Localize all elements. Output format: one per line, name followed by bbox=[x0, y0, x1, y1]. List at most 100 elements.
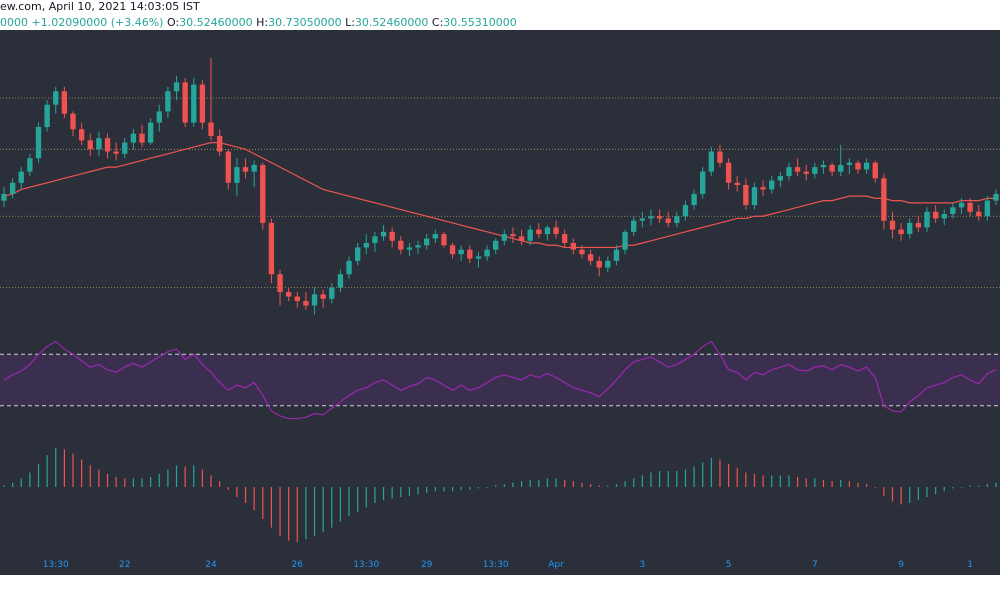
candle-body bbox=[743, 185, 749, 206]
candle-body bbox=[587, 254, 594, 261]
header-high: 30.73050000 bbox=[268, 16, 342, 29]
macd-bar bbox=[81, 459, 83, 487]
candle bbox=[87, 133, 93, 156]
macd-bar bbox=[529, 479, 531, 487]
macd-bar bbox=[693, 466, 695, 487]
candle bbox=[44, 100, 50, 132]
candle-body bbox=[475, 256, 482, 259]
candle-body bbox=[691, 193, 697, 206]
header-low: 30.52460000 bbox=[354, 16, 429, 29]
candle bbox=[536, 222, 542, 239]
candle-body bbox=[786, 167, 792, 177]
candle bbox=[1, 187, 7, 208]
candle-body bbox=[794, 167, 801, 172]
candle bbox=[389, 227, 395, 248]
candle-body bbox=[70, 113, 76, 130]
candle bbox=[156, 104, 162, 132]
macd-bar bbox=[132, 478, 134, 487]
candle-body bbox=[725, 162, 732, 183]
header-open-label: O: bbox=[166, 16, 180, 29]
candle-body bbox=[27, 158, 33, 172]
macd-bar bbox=[469, 487, 471, 490]
candle bbox=[96, 131, 102, 156]
header-close-label: C: bbox=[431, 16, 444, 29]
candle bbox=[510, 227, 516, 243]
candle-body bbox=[734, 182, 740, 185]
macd-bar bbox=[546, 478, 549, 487]
x-tick-label: 13:30 bbox=[43, 560, 69, 570]
candle-body bbox=[846, 162, 853, 165]
candle bbox=[553, 220, 559, 239]
candle bbox=[346, 256, 352, 279]
candle bbox=[122, 138, 128, 159]
candle bbox=[622, 229, 628, 255]
candle bbox=[976, 205, 982, 221]
candle-body bbox=[993, 193, 999, 201]
macd-bar bbox=[219, 481, 221, 487]
candle bbox=[251, 160, 257, 188]
macd-bar bbox=[805, 478, 807, 487]
macd-bar bbox=[55, 447, 57, 487]
macd-bar bbox=[512, 482, 514, 487]
x-tick-label: 5 bbox=[726, 560, 732, 570]
candle bbox=[458, 245, 464, 261]
candle-body bbox=[605, 260, 611, 268]
candle-body bbox=[173, 82, 180, 92]
candle-body bbox=[277, 274, 283, 293]
candle-body bbox=[182, 82, 188, 123]
candle-body bbox=[536, 229, 542, 235]
macd-bar bbox=[167, 469, 169, 487]
macd-bar bbox=[184, 466, 186, 487]
macd-bar bbox=[313, 487, 316, 537]
macd-bar bbox=[624, 481, 626, 487]
candle bbox=[812, 162, 818, 179]
macd-bar bbox=[417, 487, 419, 495]
macd-bar bbox=[995, 482, 997, 487]
macd-bar bbox=[106, 473, 109, 487]
macd-bar bbox=[564, 479, 566, 487]
macd-bar bbox=[72, 453, 74, 487]
chart-canvas[interactable]: 13:30 22 24 26 13:30 29 13:30 Apr 3 5 7 9 1 bbox=[0, 30, 1000, 575]
macd-bar bbox=[98, 469, 100, 487]
candle-body bbox=[44, 104, 50, 127]
candle-body bbox=[458, 249, 464, 255]
macd-bar bbox=[382, 487, 385, 501]
candle-body bbox=[656, 216, 663, 219]
candle bbox=[838, 144, 844, 177]
header-change: +1.02090000 (+3.46%) bbox=[31, 16, 164, 29]
macd-bar bbox=[762, 475, 764, 487]
candle bbox=[708, 147, 715, 177]
candle bbox=[846, 158, 853, 174]
candle bbox=[303, 292, 309, 310]
candle-body bbox=[337, 274, 344, 288]
candle-body bbox=[294, 296, 300, 301]
candle-body bbox=[234, 167, 240, 183]
candle-body bbox=[424, 238, 430, 246]
candle bbox=[924, 207, 930, 232]
candle-body bbox=[863, 162, 870, 170]
candle bbox=[182, 77, 188, 127]
candle-body bbox=[570, 243, 576, 250]
candle bbox=[562, 229, 568, 248]
candle-body bbox=[553, 227, 559, 235]
candle bbox=[380, 225, 387, 241]
candle-body bbox=[812, 167, 818, 174]
macd-bar bbox=[460, 487, 462, 490]
rsi-line bbox=[3, 340, 997, 420]
macd-bar bbox=[607, 485, 609, 487]
macd-bar bbox=[581, 482, 583, 487]
macd-bar bbox=[253, 487, 255, 511]
candle-body bbox=[700, 171, 706, 194]
macd-bar bbox=[736, 468, 738, 487]
candle-body bbox=[544, 227, 551, 235]
candle bbox=[501, 229, 507, 246]
candle bbox=[147, 118, 154, 145]
macd-bar bbox=[986, 484, 988, 487]
chart-area[interactable]: 13:30 22 24 26 13:30 29 13:30 Apr 3 5 7 9 1 bbox=[0, 30, 1000, 575]
candle bbox=[406, 243, 413, 257]
candle bbox=[260, 162, 266, 230]
macd-bar bbox=[175, 465, 178, 487]
candle bbox=[329, 283, 335, 304]
candle-body bbox=[311, 294, 318, 306]
candle bbox=[674, 211, 680, 228]
